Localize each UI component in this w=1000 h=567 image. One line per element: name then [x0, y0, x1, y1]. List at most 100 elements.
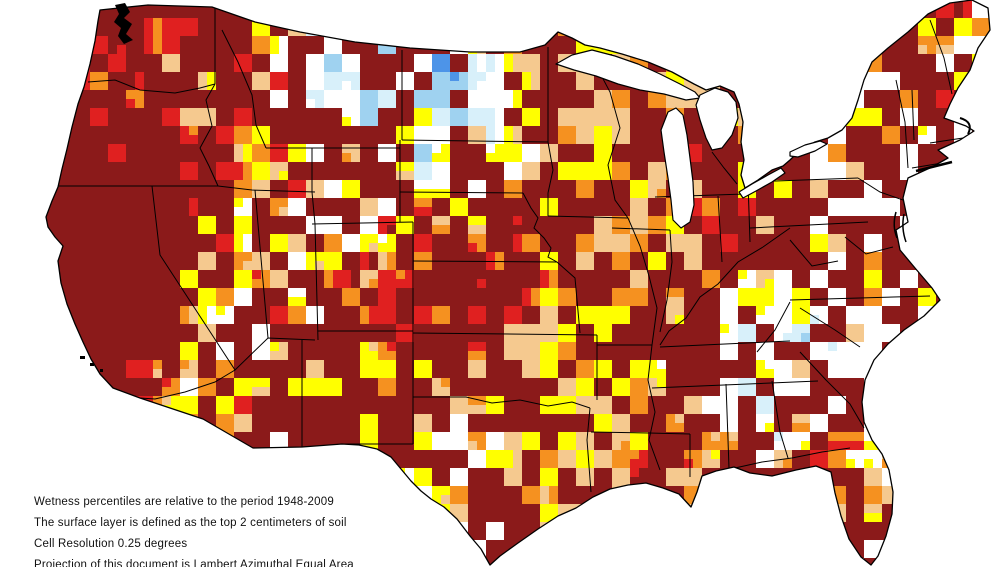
- wetness-cell: [216, 396, 225, 405]
- wetness-cell: [261, 45, 270, 54]
- wetness-cell: [252, 36, 261, 45]
- wetness-cell: [198, 216, 207, 225]
- wetness-cell: [243, 387, 252, 396]
- wetness-cell: [63, 297, 72, 306]
- wetness-cell: [198, 369, 207, 378]
- wetness-cell: [198, 243, 207, 252]
- wetness-cell: [432, 450, 441, 459]
- wetness-cell: [189, 27, 198, 36]
- wetness-cell: [342, 315, 351, 324]
- wetness-cell: [378, 279, 387, 288]
- wetness-cell: [126, 198, 135, 207]
- wetness-cell: [540, 333, 549, 342]
- wetness-cell: [432, 99, 441, 108]
- wetness-cell: [342, 432, 351, 441]
- wetness-cell: [891, 216, 900, 225]
- wetness-cell: [738, 414, 747, 423]
- wetness-cell: [180, 54, 189, 63]
- wetness-cell: [216, 333, 225, 342]
- wetness-cell: [162, 207, 171, 216]
- wetness-cell: [360, 270, 369, 279]
- wetness-cell: [432, 351, 441, 360]
- wetness-cell: [450, 459, 459, 468]
- wetness-cell: [180, 72, 189, 81]
- wetness-cell: [216, 18, 225, 27]
- wetness-cell: [252, 297, 261, 306]
- wetness-cell: [180, 18, 189, 27]
- wetness-cell: [126, 333, 135, 342]
- wetness-cell: [252, 369, 261, 378]
- wetness-cell: [792, 171, 801, 180]
- wetness-cell: [423, 153, 432, 162]
- wetness-cell: [747, 306, 756, 315]
- wetness-cell: [711, 360, 720, 369]
- wetness-cell: [837, 279, 846, 288]
- wetness-cell: [126, 45, 135, 54]
- wetness-cell: [396, 297, 405, 306]
- wetness-cell: [495, 396, 504, 405]
- wetness-cell: [918, 144, 927, 153]
- wetness-cell: [675, 288, 684, 297]
- wetness-cell: [414, 45, 423, 54]
- wetness-cell: [369, 63, 378, 72]
- wetness-cell: [540, 423, 549, 432]
- wetness-cell: [459, 189, 468, 198]
- wetness-cell: [747, 441, 756, 450]
- wetness-cell: [288, 387, 297, 396]
- wetness-cell: [189, 36, 198, 45]
- wetness-cell: [450, 279, 459, 288]
- wetness-cell: [603, 225, 612, 234]
- wetness-cell: [153, 216, 162, 225]
- wetness-cell: [216, 54, 225, 63]
- wetness-cell: [279, 414, 288, 423]
- wetness-cell: [756, 441, 765, 450]
- wetness-cell: [738, 324, 747, 333]
- wetness-cell: [135, 45, 144, 54]
- wetness-cell: [234, 144, 243, 153]
- wetness-cell: [207, 72, 216, 81]
- wetness-cell: [360, 54, 369, 63]
- wetness-cell: [261, 207, 270, 216]
- wetness-cell: [342, 279, 351, 288]
- wetness-cell: [396, 252, 405, 261]
- wetness-cell: [369, 423, 378, 432]
- wetness-cell: [198, 135, 207, 144]
- wetness-cell: [153, 9, 162, 18]
- wetness-cell: [81, 81, 90, 90]
- wetness-cell: [522, 216, 531, 225]
- wetness-cell: [765, 207, 774, 216]
- wetness-cell: [513, 189, 522, 198]
- wetness-cell: [783, 243, 792, 252]
- wetness-cell: [675, 459, 684, 468]
- wetness-cell: [342, 369, 351, 378]
- wetness-cell: [423, 333, 432, 342]
- wetness-cell: [459, 126, 468, 135]
- wetness-cell: [234, 117, 243, 126]
- wetness-cell: [270, 378, 279, 387]
- wetness-cell: [801, 261, 810, 270]
- wetness-cell: [342, 126, 351, 135]
- wetness-cell: [810, 198, 819, 207]
- wetness-cell: [657, 414, 666, 423]
- wetness-cell: [927, 90, 936, 99]
- wetness-cell: [594, 414, 603, 423]
- wetness-cell: [306, 162, 315, 171]
- wetness-cell: [639, 90, 648, 99]
- wetness-cell: [288, 405, 297, 414]
- wetness-cell: [549, 63, 558, 72]
- wetness-cell: [459, 315, 468, 324]
- wetness-cell: [648, 90, 657, 99]
- wetness-cell: [261, 171, 270, 180]
- wetness-cell: [675, 306, 684, 315]
- wetness-cell: [468, 252, 477, 261]
- wetness-cell: [792, 279, 801, 288]
- wetness-cell: [207, 288, 216, 297]
- wetness-cell: [279, 180, 288, 189]
- wetness-cell: [837, 270, 846, 279]
- wetness-cell: [567, 81, 576, 90]
- wetness-cell: [333, 306, 342, 315]
- wetness-cell: [729, 225, 738, 234]
- wetness-cell: [576, 315, 585, 324]
- wetness-cell: [198, 252, 207, 261]
- wetness-cell: [612, 306, 621, 315]
